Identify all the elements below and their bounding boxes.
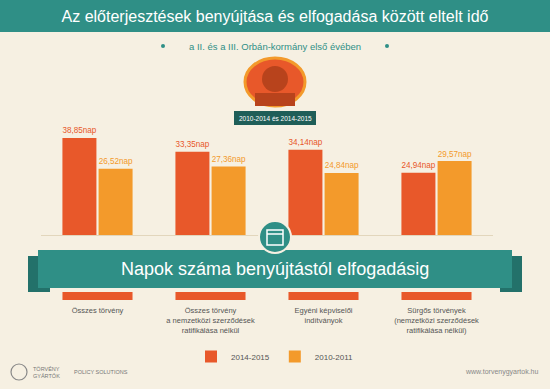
svg-text:27,36nap: 27,36nap (212, 155, 246, 164)
svg-text:Egyéni képviselőiindítványok: Egyéni képviselőiindítványok (295, 306, 353, 325)
svg-text:TÖRVÉNYGYÁRTÓK: TÖRVÉNYGYÁRTÓK (33, 366, 60, 379)
svg-text:29,57nap: 29,57nap (438, 150, 472, 159)
svg-text:2010-2014 és 2014-2015: 2010-2014 és 2014-2015 (239, 115, 312, 122)
svg-text:www.torvenygyartok.hu: www.torvenygyartok.hu (465, 368, 538, 376)
svg-text:24,84nap: 24,84nap (325, 161, 359, 170)
svg-text:Napok száma benyújtástól elfog: Napok száma benyújtástól elfogadásig (121, 259, 429, 279)
svg-text:33,35nap: 33,35nap (175, 140, 209, 149)
svg-text:34,14nap: 34,14nap (288, 138, 322, 147)
svg-text:26,52nap: 26,52nap (99, 157, 133, 166)
svg-text:POLICY SOLUTIONS: POLICY SOLUTIONS (74, 369, 128, 375)
svg-text:Az előterjesztések benyújtása: Az előterjesztések benyújtása és elfogad… (62, 8, 489, 25)
svg-text:Sürgős törvények(nemzetközi sz: Sürgős törvények(nemzetközi szerződésekr… (394, 306, 479, 335)
svg-text:24,94nap: 24,94nap (401, 161, 435, 170)
svg-text:2014-2015: 2014-2015 (231, 353, 270, 362)
svg-text:Összes törvény: Összes törvény (72, 306, 124, 315)
svg-text:38,85nap: 38,85nap (62, 126, 96, 135)
svg-text:2010-2011: 2010-2011 (315, 353, 353, 362)
svg-text:a II. és a III. Orbán-kormány: a II. és a III. Orbán-kormány első évébe… (189, 41, 361, 52)
svg-text:Összes törvénya nemzetközi sze: Összes törvénya nemzetközi szerződésekra… (166, 306, 255, 335)
